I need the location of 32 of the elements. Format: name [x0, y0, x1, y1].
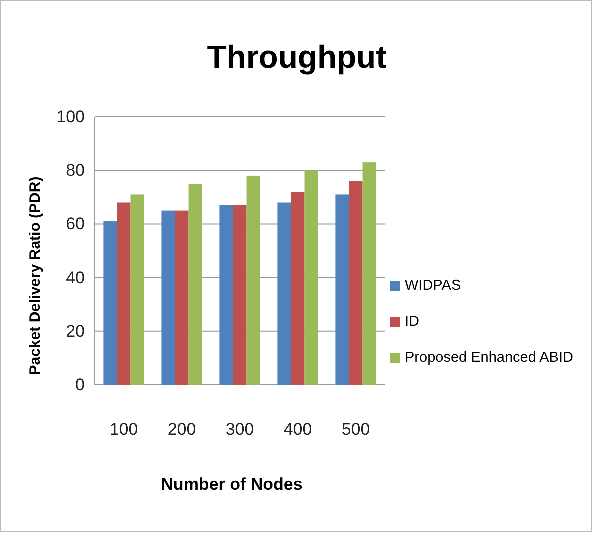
legend-label: ID — [405, 314, 420, 330]
bar — [278, 202, 292, 385]
x-tick-label: 100 — [110, 420, 138, 440]
bar — [349, 181, 363, 385]
chart-title: Throughput — [207, 39, 388, 75]
x-tick-label: 500 — [342, 420, 370, 440]
bar — [130, 194, 144, 385]
legend-label: WIDPAS — [405, 278, 462, 294]
bar — [104, 222, 118, 385]
y-tick-label: 80 — [66, 161, 85, 180]
bar — [291, 192, 305, 385]
legend-label: Proposed Enhanced ABID — [405, 350, 574, 366]
bar — [175, 210, 189, 385]
x-tick-label: 300 — [226, 420, 254, 440]
x-tick-label: 400 — [284, 420, 312, 440]
bar — [233, 205, 247, 385]
bar — [246, 176, 260, 385]
x-axis-title: Number of Nodes — [161, 475, 303, 494]
bar — [220, 205, 234, 385]
bar — [362, 162, 376, 385]
y-tick-label: 0 — [76, 375, 85, 394]
bar — [162, 210, 176, 385]
y-tick-label: 60 — [66, 214, 85, 234]
y-tick-label: 100 — [56, 107, 85, 126]
x-tick-label: 200 — [168, 420, 196, 440]
bar — [336, 194, 350, 385]
bar — [117, 202, 131, 385]
bar — [188, 184, 202, 385]
y-axis-title: Packet Delivery Ratio (PDR) — [27, 176, 44, 376]
y-tick-label: 20 — [66, 322, 85, 341]
y-tick-label: 40 — [66, 268, 85, 288]
bar — [304, 170, 318, 385]
